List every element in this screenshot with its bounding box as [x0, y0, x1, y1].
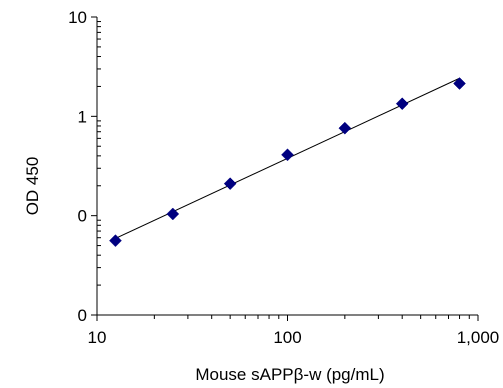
- ticks: 0 0 1 10 10 100 1,000: [68, 8, 499, 347]
- x-axis-label: Mouse sAPPβ-w (pg/mL): [195, 365, 384, 384]
- y-tick-label: 1: [78, 107, 87, 126]
- y-tick-label: 0: [78, 306, 87, 325]
- data-point: [395, 97, 409, 111]
- data-point: [281, 148, 294, 162]
- data-points: [109, 77, 466, 248]
- x-tick-label: 1,000: [457, 328, 500, 347]
- x-tick-label: 10: [88, 328, 107, 347]
- data-point: [338, 121, 352, 135]
- y-axis-label: OD 450: [23, 157, 42, 216]
- data-point: [109, 234, 122, 248]
- x-tick-label: 100: [273, 328, 301, 347]
- data-point: [223, 177, 237, 191]
- y-tick-label: 10: [68, 8, 87, 27]
- data-point: [453, 77, 466, 90]
- axes: [96, 17, 478, 316]
- data-point: [166, 207, 180, 221]
- y-tick-label: 0: [78, 207, 87, 226]
